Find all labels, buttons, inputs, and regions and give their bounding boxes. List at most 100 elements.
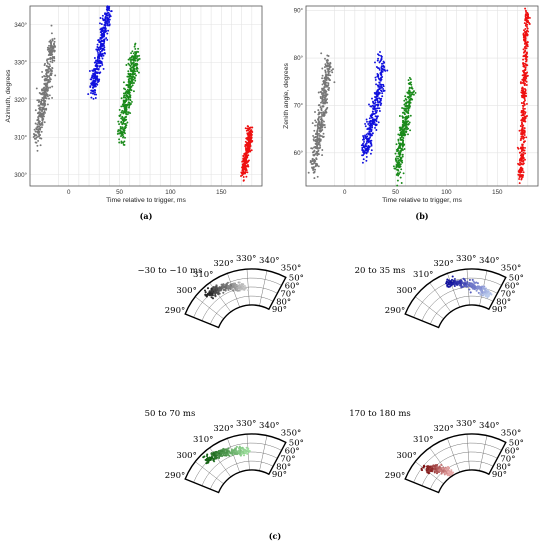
azimuth-tick-label: 290° — [385, 306, 405, 316]
scatter-point — [87, 93, 90, 96]
scatter-point — [328, 68, 331, 70]
scatter-point — [247, 134, 250, 137]
scatter-point — [375, 103, 378, 106]
scatter-point — [314, 124, 317, 127]
scatter-point — [244, 127, 247, 130]
scatter-point — [522, 33, 525, 36]
scatter-point — [395, 148, 398, 151]
scatter-point — [524, 78, 527, 81]
scatter-point — [370, 149, 373, 152]
scatter-point — [327, 71, 330, 74]
scatter-point — [378, 68, 381, 71]
scatter-point — [43, 83, 46, 86]
scatter-point — [245, 148, 247, 151]
scatter-point — [50, 49, 53, 52]
scatter-point — [99, 52, 102, 55]
zenith-tick-label: 50° — [289, 438, 304, 448]
scatter-point — [43, 92, 46, 94]
scatter-point — [124, 118, 127, 121]
scatter-point — [102, 42, 105, 45]
scatter-point — [524, 158, 526, 161]
scatter-point — [327, 62, 330, 65]
polar-point — [217, 456, 221, 460]
scatter-point — [124, 96, 127, 99]
scatter-point — [361, 161, 364, 164]
scatter-point — [521, 157, 524, 160]
scatter-point — [102, 26, 105, 29]
scatter-point — [408, 100, 410, 103]
scatter-point — [131, 50, 134, 53]
scatter-point — [124, 116, 127, 119]
scatter-point — [521, 127, 524, 130]
scatter-point — [315, 157, 318, 160]
scatter-point — [320, 91, 323, 94]
scatter-point — [329, 61, 332, 64]
scatter-point — [97, 39, 100, 42]
scatter-point — [103, 52, 106, 54]
scatter-point — [366, 139, 369, 142]
scatter-point — [525, 23, 528, 26]
polar-point — [468, 288, 471, 291]
scatter-point — [323, 80, 326, 83]
scatter-point — [524, 24, 527, 27]
scatter-point — [120, 120, 123, 123]
polar-point — [447, 466, 450, 469]
zenith-tick-label: 90° — [272, 470, 287, 480]
scatter-point — [99, 31, 102, 34]
scatter-point — [108, 24, 111, 27]
polar-sector-outline — [184, 433, 287, 494]
scatter-point — [39, 106, 41, 109]
scatter-point — [244, 140, 247, 143]
scatter-point — [128, 63, 131, 66]
polar-point — [203, 289, 207, 292]
scatter-point — [311, 147, 314, 150]
scatter-point — [119, 125, 122, 128]
scatter-point — [103, 39, 106, 42]
scatter-point — [129, 98, 131, 101]
scatter-point — [125, 90, 128, 93]
scatter-point — [101, 52, 104, 55]
scatter-point — [124, 92, 127, 95]
scatter-point — [100, 27, 103, 30]
scatter-point — [251, 126, 254, 129]
polar-point — [214, 451, 217, 454]
polar-point — [234, 447, 237, 450]
polar-points — [202, 445, 251, 465]
scatter-point — [392, 165, 395, 168]
scatter-point — [330, 69, 333, 72]
scatter-point — [118, 129, 121, 132]
panel-b-x-ticks: 0 50 100 150 — [343, 189, 503, 196]
scatter-point — [40, 101, 43, 104]
scatter-point — [373, 91, 376, 94]
scatter-point — [323, 77, 326, 79]
zenith-tick-label: 60° — [285, 446, 300, 456]
scatter-point — [401, 159, 403, 162]
scatter-point — [93, 93, 96, 96]
scatter-point — [106, 12, 109, 15]
scatter-point — [249, 138, 252, 141]
scatter-point — [406, 117, 409, 120]
zenith-tick-label: 70° — [500, 454, 515, 464]
scatter-point — [404, 118, 407, 121]
scatter-point — [247, 140, 250, 143]
polar-point — [238, 287, 241, 290]
scatter-point — [251, 131, 254, 133]
scatter-point — [94, 91, 96, 94]
zenith-tick-label: 50° — [289, 273, 304, 283]
polar-point — [452, 471, 455, 474]
scatter-point — [383, 68, 386, 71]
scatter-point — [90, 92, 92, 94]
scatter-point — [521, 135, 524, 138]
polar-point — [429, 465, 432, 468]
scatter-point — [43, 110, 46, 113]
scatter-point — [132, 75, 135, 78]
scatter-point — [407, 109, 410, 112]
scatter-point — [137, 47, 140, 50]
polar-subplot-title: 170 to 180 ms — [349, 409, 411, 419]
scatter-point — [98, 78, 101, 81]
scatter-point — [51, 67, 54, 70]
scatter-point — [520, 159, 523, 162]
scatter-point — [523, 46, 526, 49]
scatter-point — [130, 102, 132, 105]
scatter-point — [327, 89, 330, 91]
